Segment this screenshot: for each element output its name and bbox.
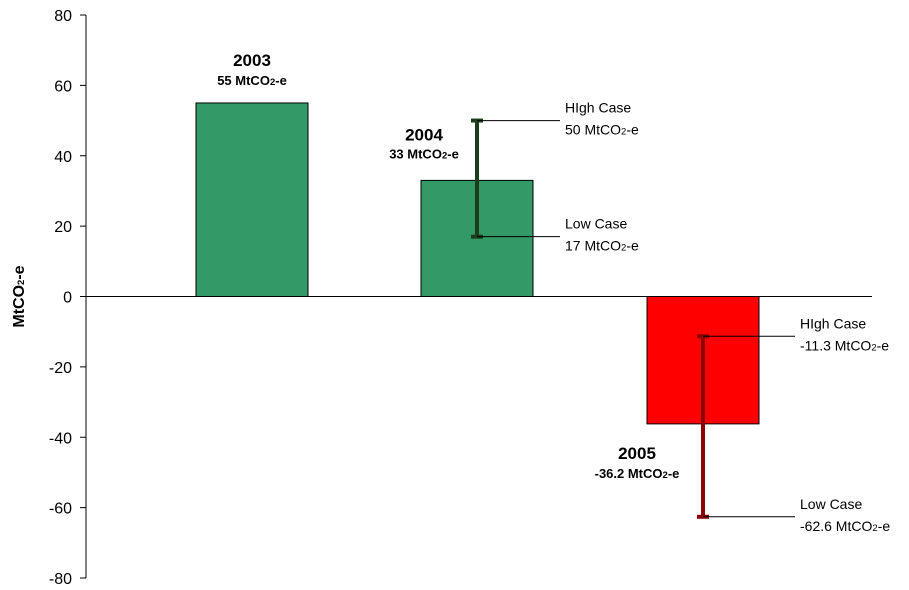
high-case-value: 50 MtCO2-e — [565, 122, 639, 138]
year-label-2003: 2003 — [233, 51, 271, 70]
low-case-label: Low Case — [800, 496, 862, 512]
low-case-value: -62.6 MtCO2-e — [800, 518, 890, 534]
y-tick-label: 20 — [54, 219, 72, 236]
high-case-label: HIgh Case — [800, 315, 866, 331]
value-label-2005: -36.2 MtCO2-e — [595, 466, 680, 481]
y-tick-label: -60 — [49, 501, 72, 518]
y-tick-label: 0 — [63, 290, 72, 307]
low-case-label: Low Case — [565, 216, 627, 232]
value-label-2004: 33 MtCO2-e — [389, 146, 459, 161]
y-tick-label: -80 — [49, 571, 72, 588]
y-tick-label: 40 — [54, 149, 72, 166]
y-tick-label: 80 — [54, 8, 72, 25]
low-case-value: 17 MtCO2-e — [565, 238, 639, 254]
year-label-2004: 2004 — [405, 125, 443, 144]
value-label-2003: 55 MtCO2-e — [217, 73, 287, 88]
y-tick-label: 60 — [54, 78, 72, 95]
high-case-value: -11.3 MtCO2-e — [800, 337, 889, 353]
high-case-label: HIgh Case — [565, 100, 631, 116]
y-tick-label: -20 — [49, 360, 72, 377]
y-tick-label: -40 — [49, 430, 72, 447]
year-label-2005: 2005 — [618, 444, 656, 463]
bar-2003 — [195, 102, 309, 297]
y-axis-title: MtCO2-e — [11, 265, 28, 327]
